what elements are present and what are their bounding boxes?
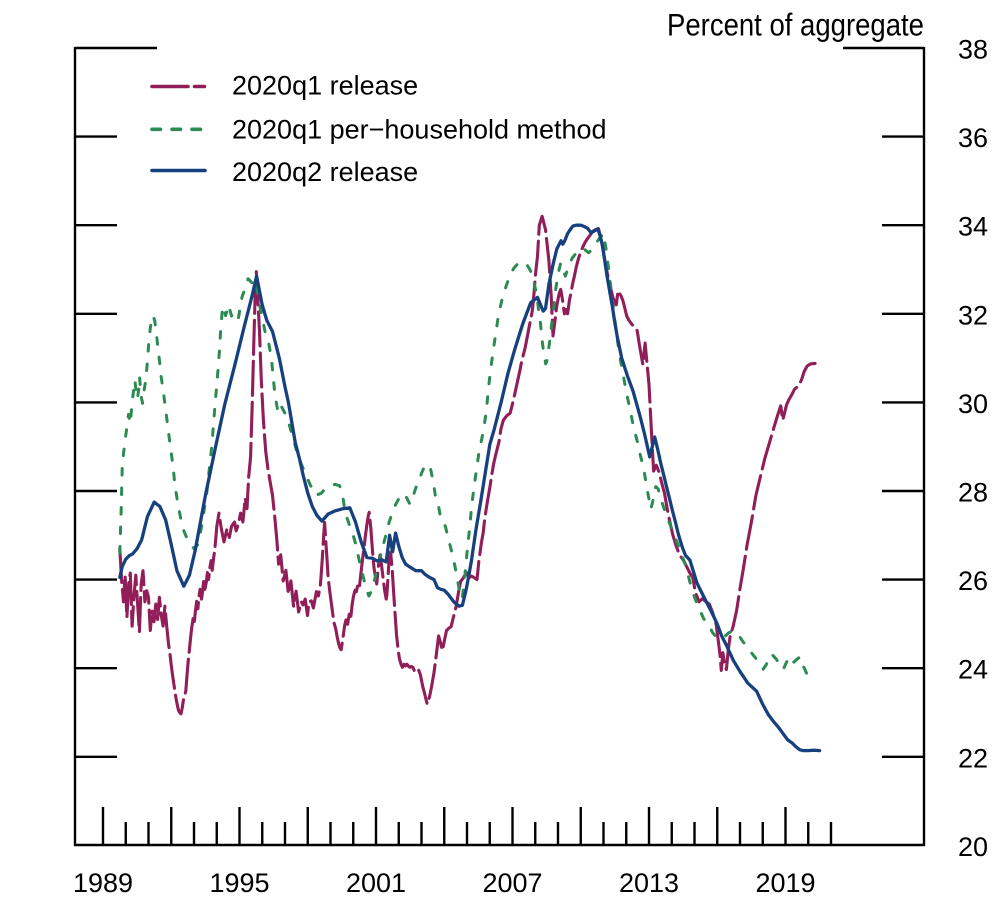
svg-text:28: 28 [958, 478, 988, 508]
svg-text:32: 32 [958, 300, 988, 330]
svg-text:2013: 2013 [619, 868, 679, 898]
svg-text:38: 38 [958, 35, 988, 65]
svg-text:34: 34 [958, 212, 988, 242]
svg-text:36: 36 [958, 123, 988, 153]
svg-text:2019: 2019 [755, 868, 815, 898]
svg-text:2007: 2007 [482, 868, 542, 898]
svg-text:22: 22 [958, 743, 988, 773]
svg-text:2020q1 release: 2020q1 release [232, 71, 418, 101]
svg-text:1995: 1995 [209, 868, 269, 898]
svg-text:2020q1 per−household method: 2020q1 per−household method [232, 115, 607, 145]
svg-text:2001: 2001 [346, 868, 406, 898]
svg-text:2020q2 release: 2020q2 release [232, 157, 418, 187]
svg-text:30: 30 [958, 389, 988, 419]
svg-text:26: 26 [958, 566, 988, 596]
svg-text:20: 20 [958, 832, 988, 862]
svg-text:1989: 1989 [73, 868, 133, 898]
svg-text:24: 24 [958, 655, 988, 685]
svg-text:Percent of aggregate: Percent of aggregate [667, 7, 924, 43]
